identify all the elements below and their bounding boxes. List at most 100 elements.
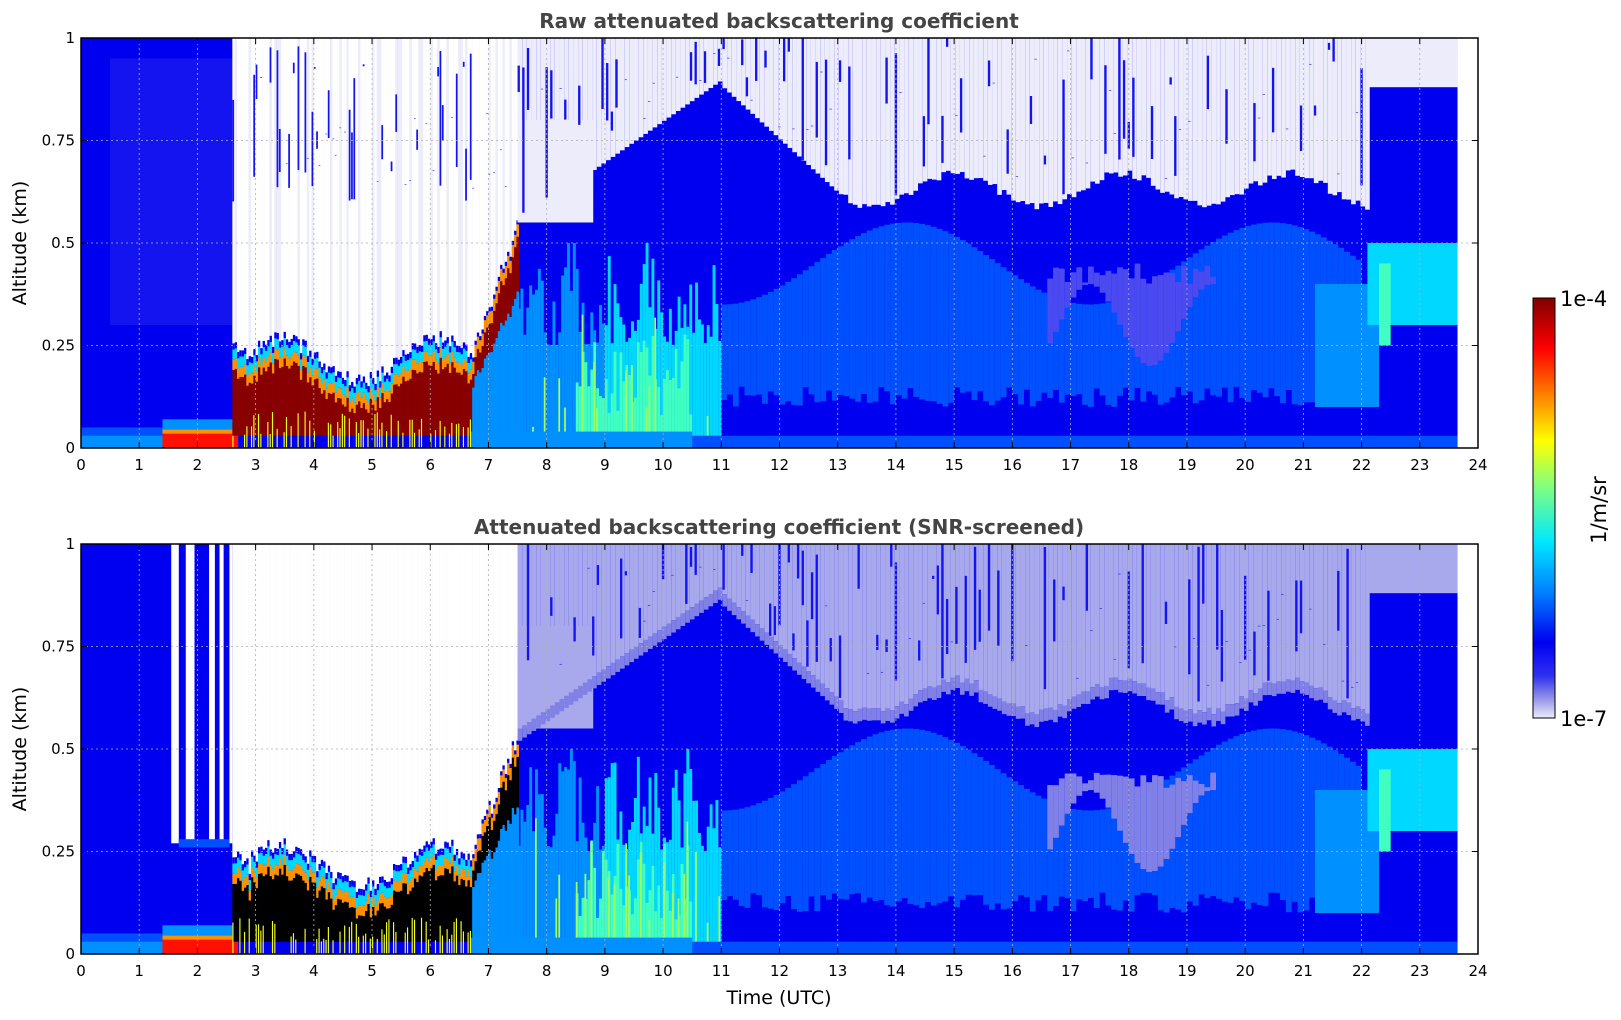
noise (1337, 570, 1340, 631)
aerosol-layer (269, 362, 273, 436)
mixed-layer (677, 800, 681, 954)
aerosol-layer-edge (355, 394, 359, 405)
aerosol-layer-edge (399, 864, 403, 871)
surface-signal (232, 435, 234, 448)
aerosol-layer-edge (255, 355, 259, 362)
residual-edge (801, 666, 807, 680)
heatmap-cell (162, 925, 239, 936)
aerosol-layer-edge (332, 366, 336, 373)
residual-layer (1134, 263, 1141, 357)
mixed-layer (622, 844, 626, 954)
noise-region (1090, 38, 1095, 182)
aerosol-layer-edge (327, 865, 331, 872)
mixed-layer (488, 849, 492, 954)
data-gap (267, 38, 270, 347)
data-gap (320, 38, 324, 374)
aerosol-layer-edge (404, 360, 408, 372)
mixed-layer (660, 849, 664, 954)
x-tick-label: 22 (1352, 962, 1371, 980)
heatmap-cell (81, 941, 163, 954)
data-gap (264, 544, 268, 854)
aerosol-layer-edge (271, 868, 275, 880)
mixed-layer (529, 767, 533, 954)
aerosol-layer-edge (467, 870, 471, 881)
aerosol-layer-edge (339, 879, 343, 890)
mixed-layer-top (497, 293, 501, 332)
aerosol-layer (264, 874, 268, 942)
noise-region (764, 544, 770, 633)
data-gap (257, 38, 261, 347)
aerosol-layer (420, 372, 424, 436)
mixed-layer (558, 763, 562, 954)
aerosol-layer-edge (369, 896, 373, 908)
y-tick-label: 0.75 (42, 132, 75, 150)
mixed-layer (642, 340, 646, 448)
noise (1029, 95, 1033, 124)
surface-signal (379, 429, 381, 448)
residual-layer (1000, 773, 1007, 910)
residual-layer (1157, 776, 1164, 867)
noise-region (992, 544, 998, 697)
noise-region (769, 544, 774, 637)
surface-signal (341, 413, 343, 448)
aerosol-layer (395, 891, 398, 942)
aerosol-layer (285, 366, 289, 436)
aerosol-layer (290, 365, 294, 436)
noise-region (796, 544, 802, 663)
aerosol-layer-edge (406, 873, 410, 885)
noise (1188, 579, 1191, 675)
noise (517, 65, 520, 92)
aerosol-layer (432, 361, 436, 436)
mixed-layer (599, 898, 602, 954)
residual-edge (1346, 702, 1352, 716)
noise-region (1104, 544, 1109, 686)
noise-region (866, 38, 872, 207)
mixed-layer-top (481, 329, 485, 334)
aerosol-layer-edge (409, 864, 412, 871)
aerosol-layer-edge (257, 346, 261, 358)
aerosol-layer-edge (311, 375, 315, 386)
noise-region (908, 38, 914, 195)
noise (773, 606, 777, 636)
aerosol-layer-edge (455, 362, 459, 373)
data-gap (507, 38, 510, 256)
residual-edge (1276, 681, 1282, 694)
data-gap (288, 544, 291, 861)
aerosol-layer-edge (390, 884, 394, 895)
mixed-layer (616, 410, 620, 448)
noise (908, 638, 912, 639)
aerosol-layer-edge (344, 396, 347, 407)
heatmap-cell (110, 58, 233, 325)
aerosol-layer-edge (376, 376, 380, 387)
y-ticks: 00.250.50.751 (42, 535, 1478, 963)
mixed-layer (507, 313, 510, 448)
aerosol-layer-edge (453, 340, 457, 348)
mixed-layer-top (502, 769, 506, 782)
aerosol-layer-edge (351, 398, 354, 409)
aerosol-layer-edge (434, 870, 438, 881)
x-tick-label: 11 (712, 962, 731, 980)
mixed-layer (569, 290, 573, 448)
noise-region (657, 38, 662, 125)
mixed-layer-top (495, 797, 499, 802)
noise-region (680, 38, 686, 108)
mixed-layer (564, 767, 568, 954)
aerosol-layer-edge (360, 381, 364, 388)
noise (1276, 618, 1279, 620)
residual-layer (866, 230, 873, 403)
surface-signal (325, 939, 327, 954)
x-tick-label: 14 (886, 456, 905, 474)
aerosol-layer-edge (241, 350, 245, 357)
mixed-layer (495, 847, 499, 954)
aerosol-layer (246, 884, 249, 942)
aerosol-layer-edge (302, 853, 305, 861)
data-gap (341, 544, 345, 883)
noise-region (699, 544, 704, 601)
aerosol-layer-edge (274, 338, 277, 349)
aerosol-layer-edge (311, 872, 315, 883)
residual-edge (1136, 683, 1142, 696)
residual-layer (942, 231, 949, 407)
aerosol-layer (288, 880, 291, 942)
residual-edge (1081, 691, 1086, 704)
residual-layer (1082, 810, 1089, 902)
